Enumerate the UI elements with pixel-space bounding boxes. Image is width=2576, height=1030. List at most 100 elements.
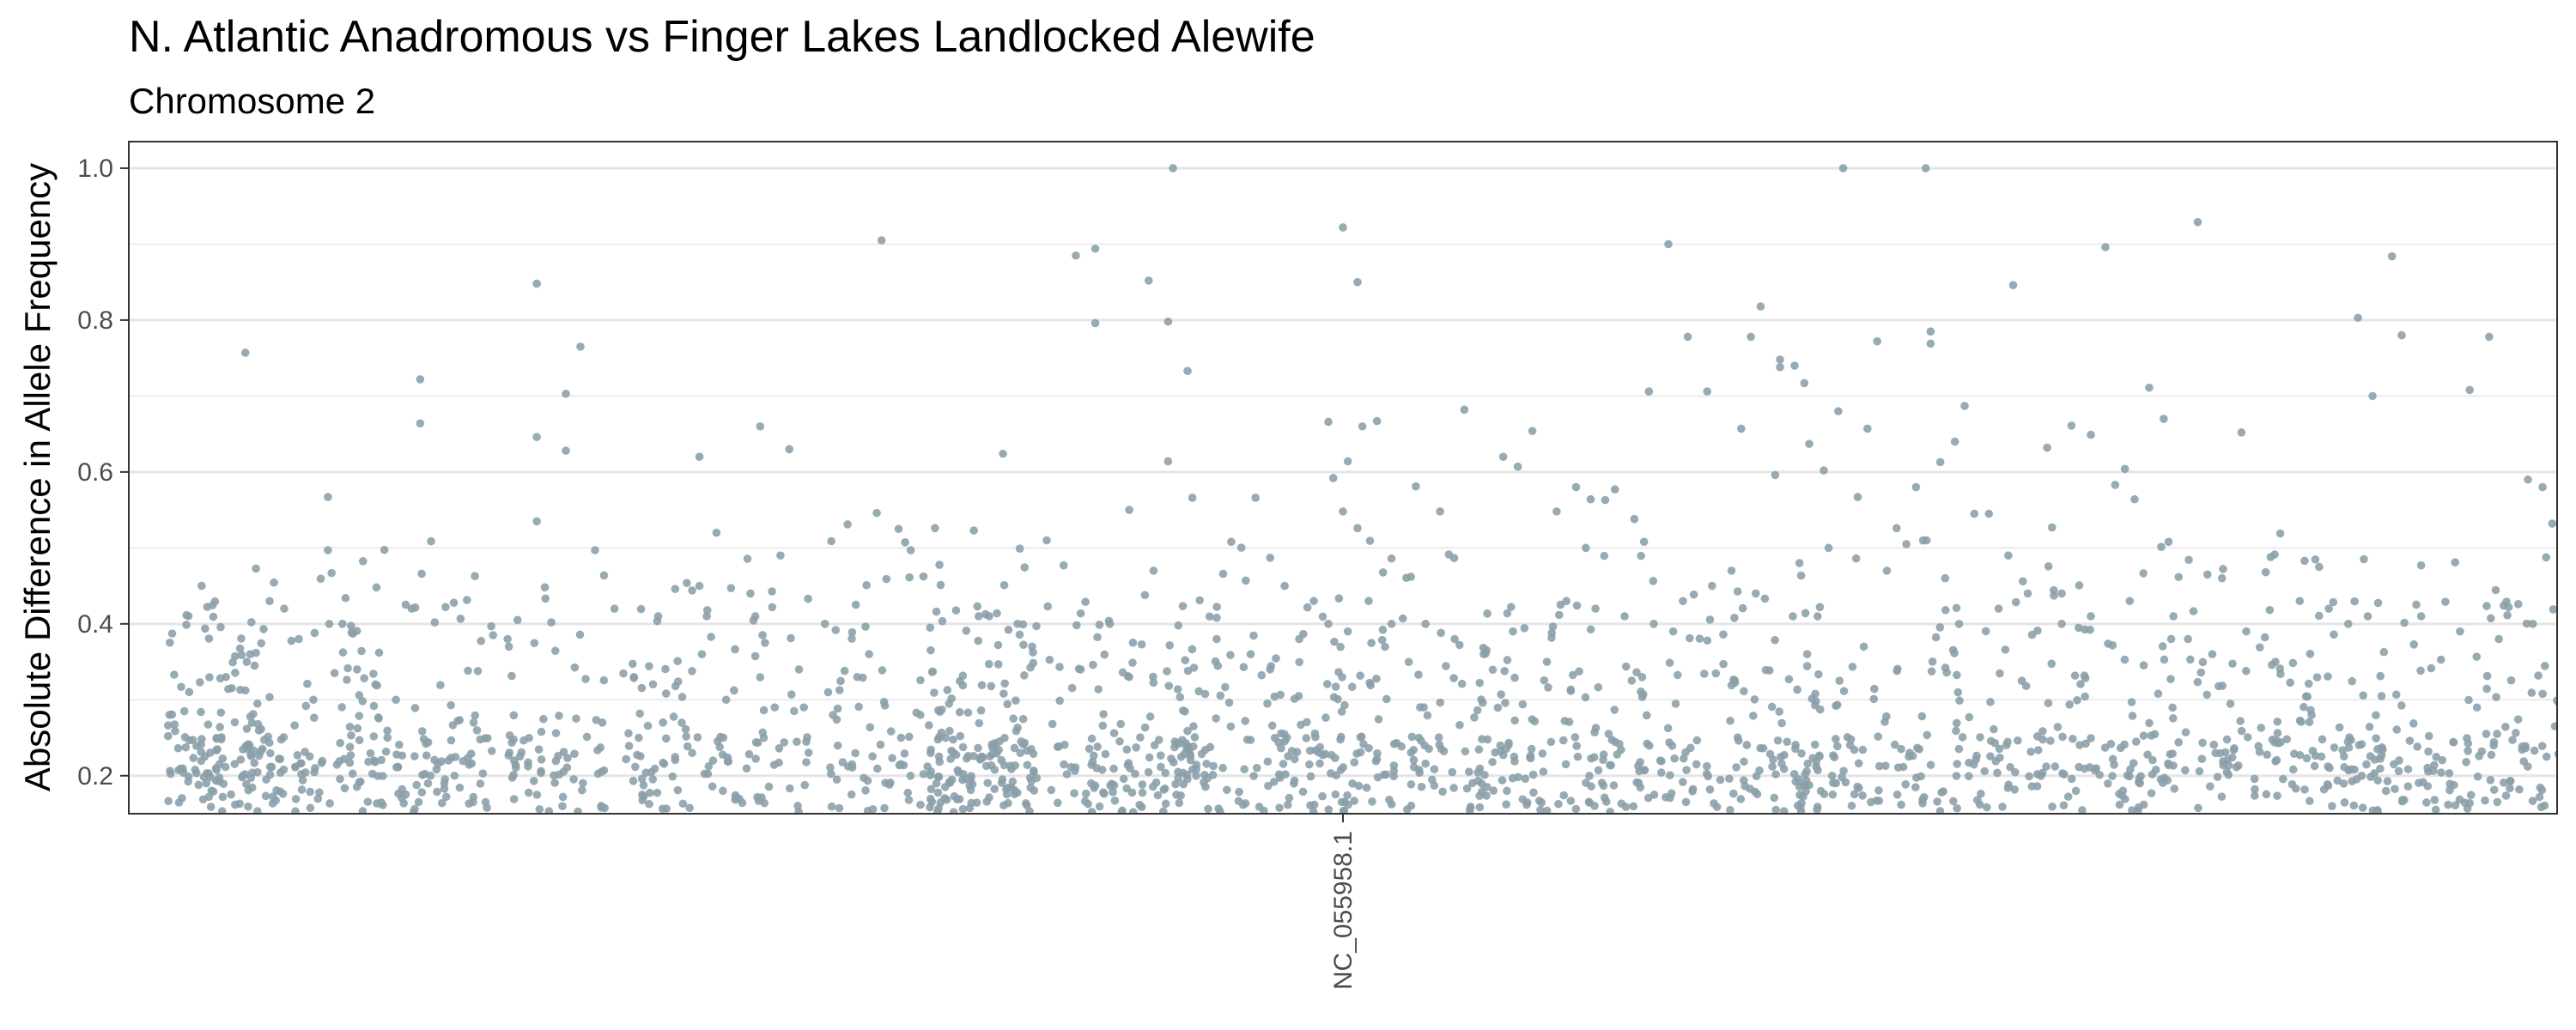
data-point	[637, 683, 647, 693]
data-point	[1330, 637, 1339, 646]
data-point	[171, 726, 179, 736]
data-point	[2324, 672, 2332, 681]
data-point	[1815, 751, 1824, 760]
data-point	[708, 756, 718, 765]
data-point	[1145, 712, 1155, 721]
data-point	[440, 779, 449, 788]
data-point	[693, 733, 702, 742]
data-point	[2534, 671, 2543, 680]
data-point	[1796, 571, 1806, 580]
data-point	[683, 579, 691, 588]
y-tick-label: 0.8	[77, 306, 113, 335]
data-point	[1756, 302, 1765, 311]
data-point	[338, 620, 347, 628]
data-point	[1004, 625, 1013, 634]
data-point	[1131, 769, 1139, 779]
data-point	[1315, 759, 1324, 768]
data-point	[1941, 573, 1950, 583]
data-point	[1154, 736, 1163, 744]
data-point	[2424, 731, 2433, 741]
data-point	[1858, 745, 1868, 754]
data-point	[785, 445, 794, 454]
data-point	[2558, 771, 2567, 779]
data-point	[831, 626, 841, 634]
data-point	[423, 738, 433, 747]
data-point	[2295, 597, 2305, 606]
data-point	[1378, 568, 1388, 577]
data-point	[1813, 612, 1822, 621]
data-point	[2522, 619, 2531, 628]
data-point	[231, 669, 240, 677]
data-point	[1586, 625, 1595, 634]
data-point	[355, 712, 364, 720]
data-point	[2254, 742, 2263, 751]
data-point	[1741, 782, 1749, 791]
data-point	[374, 772, 382, 780]
data-point	[1409, 755, 1419, 765]
data-point	[1183, 367, 1192, 375]
data-point	[2279, 774, 2287, 784]
data-point	[2143, 750, 2152, 760]
data-point	[1488, 665, 1498, 675]
data-point	[1281, 770, 1290, 779]
data-point	[1059, 560, 1068, 570]
data-point	[1990, 738, 2000, 748]
data-point	[1176, 693, 1185, 701]
data-point	[222, 672, 230, 682]
data-point	[336, 774, 344, 784]
data-point	[2568, 754, 2576, 763]
data-point	[2063, 792, 2073, 801]
data-point	[265, 693, 274, 701]
data-point	[963, 708, 973, 718]
data-point	[1420, 741, 1429, 750]
data-point	[310, 767, 319, 777]
data-point	[1328, 474, 1338, 482]
data-point	[2311, 554, 2320, 564]
data-point	[951, 606, 961, 615]
data-point	[296, 759, 306, 767]
data-point	[1983, 803, 1991, 812]
data-point	[876, 740, 885, 749]
data-point	[2365, 722, 2374, 731]
data-point	[2304, 679, 2313, 688]
data-point	[1176, 791, 1185, 800]
data-point	[2306, 706, 2315, 715]
data-point	[2568, 775, 2576, 784]
data-point	[1965, 772, 1973, 781]
data-point	[1327, 750, 1336, 760]
data-point	[2303, 692, 2312, 701]
data-point	[2120, 740, 2129, 749]
data-point	[2569, 685, 2576, 694]
data-point	[1828, 790, 1838, 799]
data-point	[237, 634, 246, 643]
data-point	[465, 760, 474, 769]
data-point	[2081, 625, 2089, 634]
data-point	[1663, 724, 1673, 733]
data-point	[682, 732, 690, 741]
data-point	[2567, 753, 2576, 761]
data-point	[997, 779, 1006, 787]
data-point	[1153, 791, 1163, 800]
data-point	[1302, 734, 1311, 742]
data-point	[2503, 610, 2512, 620]
data-point	[1020, 563, 1030, 572]
data-point	[2340, 798, 2349, 807]
data-point	[1835, 676, 1844, 685]
data-point	[2257, 724, 2266, 732]
data-point	[1434, 733, 1443, 742]
data-point	[643, 721, 653, 730]
data-point	[1263, 699, 1272, 708]
data-point	[1027, 744, 1036, 754]
data-point	[1935, 807, 1945, 814]
data-point	[1067, 683, 1077, 693]
data-point	[1529, 788, 1538, 797]
data-point	[345, 722, 355, 731]
data-point	[1719, 659, 1728, 669]
data-point	[900, 749, 909, 758]
data-point	[245, 741, 254, 750]
data-point	[993, 660, 1003, 669]
data-point	[637, 774, 647, 784]
data-point	[535, 805, 544, 814]
data-point	[1873, 336, 1881, 346]
data-point	[189, 754, 198, 762]
